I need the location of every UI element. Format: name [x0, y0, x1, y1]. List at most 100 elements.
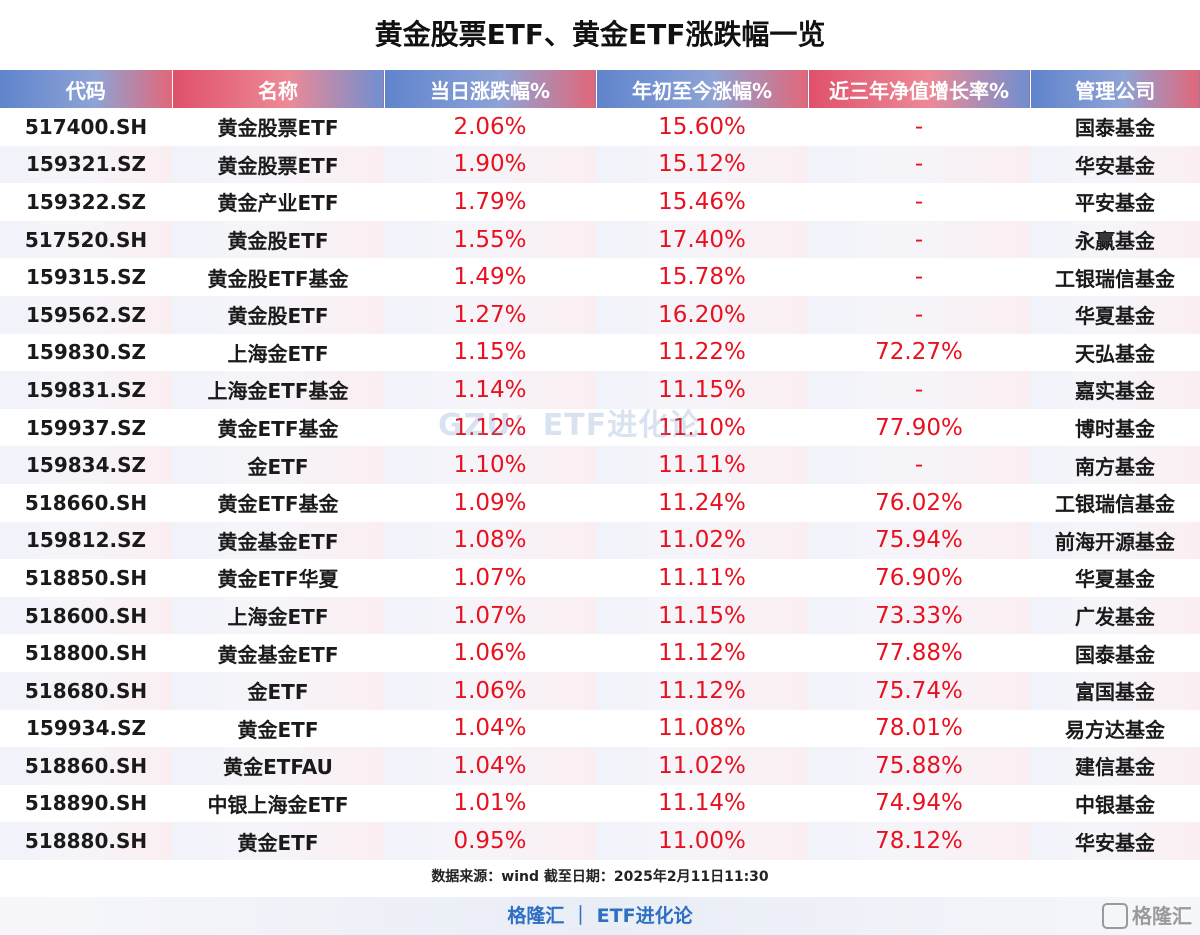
- cell-manager: 平安基金: [1030, 183, 1200, 221]
- cell-name: 黄金ETF华夏: [172, 559, 384, 597]
- cell-code: 518680.SH: [0, 671, 172, 710]
- cell-ytd-change: 11.24%: [596, 483, 808, 522]
- cell-three-year-growth: -: [808, 371, 1030, 409]
- cell-daily-change: 1.09%: [384, 483, 596, 522]
- cell-daily-change: 1.08%: [384, 521, 596, 560]
- cell-manager: 博时基金: [1030, 408, 1200, 447]
- cell-name: 黄金产业ETF: [172, 183, 384, 221]
- cell-name: 黄金ETF基金: [172, 483, 384, 522]
- cell-daily-change: 1.79%: [384, 183, 596, 221]
- cell-code: 518660.SH: [0, 483, 172, 522]
- cell-three-year-growth: 78.12%: [808, 822, 1030, 860]
- table-row: 518890.SH 中银上海金ETF 1.01% 11.14% 74.94% 中银基金: [0, 784, 1200, 823]
- cell-name: 中银上海金ETF: [172, 784, 384, 823]
- cell-code: 517400.SH: [0, 108, 172, 146]
- cell-ytd-change: 11.10%: [596, 408, 808, 447]
- table-row: 159812.SZ 黄金基金ETF 1.08% 11.02% 75.94% 前海开源基金: [0, 521, 1200, 560]
- data-source-note: 数据来源：wind 截至日期：2025年2月11日11:30: [431, 869, 769, 885]
- cell-name: 黄金ETF基金: [172, 408, 384, 447]
- cell-manager: 国泰基金: [1030, 108, 1200, 146]
- cell-three-year-growth: -: [808, 145, 1030, 184]
- cell-daily-change: 1.27%: [384, 295, 596, 334]
- column-header-manager: 管理公司: [1030, 70, 1200, 108]
- cell-name: 金ETF: [172, 446, 384, 484]
- cell-manager: 华夏基金: [1030, 295, 1200, 334]
- table-row: 159322.SZ 黄金产业ETF 1.79% 15.46% - 平安基金: [0, 183, 1200, 221]
- table-row: 159834.SZ 金ETF 1.10% 11.11% - 南方基金: [0, 446, 1200, 484]
- cell-ytd-change: 11.11%: [596, 446, 808, 484]
- cell-ytd-change: 15.60%: [596, 108, 808, 146]
- cell-ytd-change: 11.15%: [596, 371, 808, 409]
- cell-ytd-change: 15.12%: [596, 145, 808, 184]
- cell-name: 黄金基金ETF: [172, 634, 384, 672]
- cell-name: 上海金ETF: [172, 333, 384, 372]
- cell-code: 159934.SZ: [0, 709, 172, 748]
- cell-three-year-growth: 75.88%: [808, 747, 1030, 785]
- cell-daily-change: 1.06%: [384, 634, 596, 672]
- footer-brand-text: 格隆汇 ｜ ETF进化论: [507, 905, 693, 927]
- cell-daily-change: 1.07%: [384, 596, 596, 635]
- cell-daily-change: 0.95%: [384, 822, 596, 860]
- cell-three-year-growth: 75.94%: [808, 521, 1030, 560]
- cell-code: 159812.SZ: [0, 521, 172, 560]
- cell-ytd-change: 11.02%: [596, 747, 808, 785]
- cell-name: 金ETF: [172, 671, 384, 710]
- cell-daily-change: 2.06%: [384, 108, 596, 146]
- cell-three-year-growth: 78.01%: [808, 709, 1030, 748]
- cell-three-year-growth: 76.90%: [808, 559, 1030, 597]
- cell-name: 黄金基金ETF: [172, 521, 384, 560]
- cell-daily-change: 1.10%: [384, 446, 596, 484]
- cell-manager: 建信基金: [1030, 747, 1200, 785]
- cell-daily-change: 1.14%: [384, 371, 596, 409]
- cell-three-year-growth: 77.88%: [808, 634, 1030, 672]
- cell-manager: 前海开源基金: [1030, 521, 1200, 560]
- cell-daily-change: 1.07%: [384, 559, 596, 597]
- cell-manager: 华安基金: [1030, 822, 1200, 860]
- cell-manager: 永赢基金: [1030, 220, 1200, 259]
- cell-three-year-growth: 74.94%: [808, 784, 1030, 823]
- cell-ytd-change: 16.20%: [596, 295, 808, 334]
- table-row: 159321.SZ 黄金股票ETF 1.90% 15.12% - 华安基金: [0, 145, 1200, 184]
- column-header-daily-change: 当日涨跌幅%: [384, 70, 597, 108]
- table-row: 159934.SZ 黄金ETF 1.04% 11.08% 78.01% 易方达基金: [0, 709, 1200, 748]
- cell-ytd-change: 11.12%: [596, 671, 808, 710]
- cell-daily-change: 1.15%: [384, 333, 596, 372]
- cell-code: 159830.SZ: [0, 333, 172, 372]
- cell-name: 上海金ETF基金: [172, 371, 384, 409]
- column-header-name: 名称: [172, 70, 385, 108]
- cell-name: 黄金股ETF: [172, 295, 384, 334]
- cell-daily-change: 1.04%: [384, 709, 596, 748]
- cell-ytd-change: 15.78%: [596, 258, 808, 296]
- column-header-three-year-growth: 近三年净值增长率%: [808, 70, 1031, 108]
- table-row: 518800.SH 黄金基金ETF 1.06% 11.12% 77.88% 国泰基金: [0, 634, 1200, 672]
- cell-three-year-growth: -: [808, 295, 1030, 334]
- cell-daily-change: 1.55%: [384, 220, 596, 259]
- cell-daily-change: 1.04%: [384, 747, 596, 785]
- cell-code: 518600.SH: [0, 596, 172, 635]
- cell-ytd-change: 11.11%: [596, 559, 808, 597]
- cell-daily-change: 1.90%: [384, 145, 596, 184]
- cell-name: 黄金股ETF: [172, 220, 384, 259]
- logo-text: 格隆汇: [1132, 904, 1192, 928]
- cell-name: 上海金ETF: [172, 596, 384, 635]
- cell-code: 518860.SH: [0, 747, 172, 785]
- cell-code: 159562.SZ: [0, 295, 172, 334]
- cell-daily-change: 1.06%: [384, 671, 596, 710]
- cell-code: 518850.SH: [0, 559, 172, 597]
- column-header-code: 代码: [0, 70, 173, 108]
- cell-daily-change: 1.49%: [384, 258, 596, 296]
- table-row: 159562.SZ 黄金股ETF 1.27% 16.20% - 华夏基金: [0, 295, 1200, 334]
- cell-manager: 工银瑞信基金: [1030, 483, 1200, 522]
- logo-icon: [1102, 902, 1128, 929]
- cell-three-year-growth: 75.74%: [808, 671, 1030, 710]
- cell-manager: 华夏基金: [1030, 559, 1200, 597]
- cell-ytd-change: 11.15%: [596, 596, 808, 635]
- table-row: 517520.SH 黄金股ETF 1.55% 17.40% - 永赢基金: [0, 220, 1200, 259]
- cell-three-year-growth: 76.02%: [808, 483, 1030, 522]
- cell-manager: 嘉实基金: [1030, 371, 1200, 409]
- cell-three-year-growth: -: [808, 258, 1030, 296]
- cell-daily-change: 1.12%: [384, 408, 596, 447]
- cell-code: 159315.SZ: [0, 258, 172, 296]
- cell-code: 159321.SZ: [0, 145, 172, 184]
- cell-code: 517520.SH: [0, 220, 172, 259]
